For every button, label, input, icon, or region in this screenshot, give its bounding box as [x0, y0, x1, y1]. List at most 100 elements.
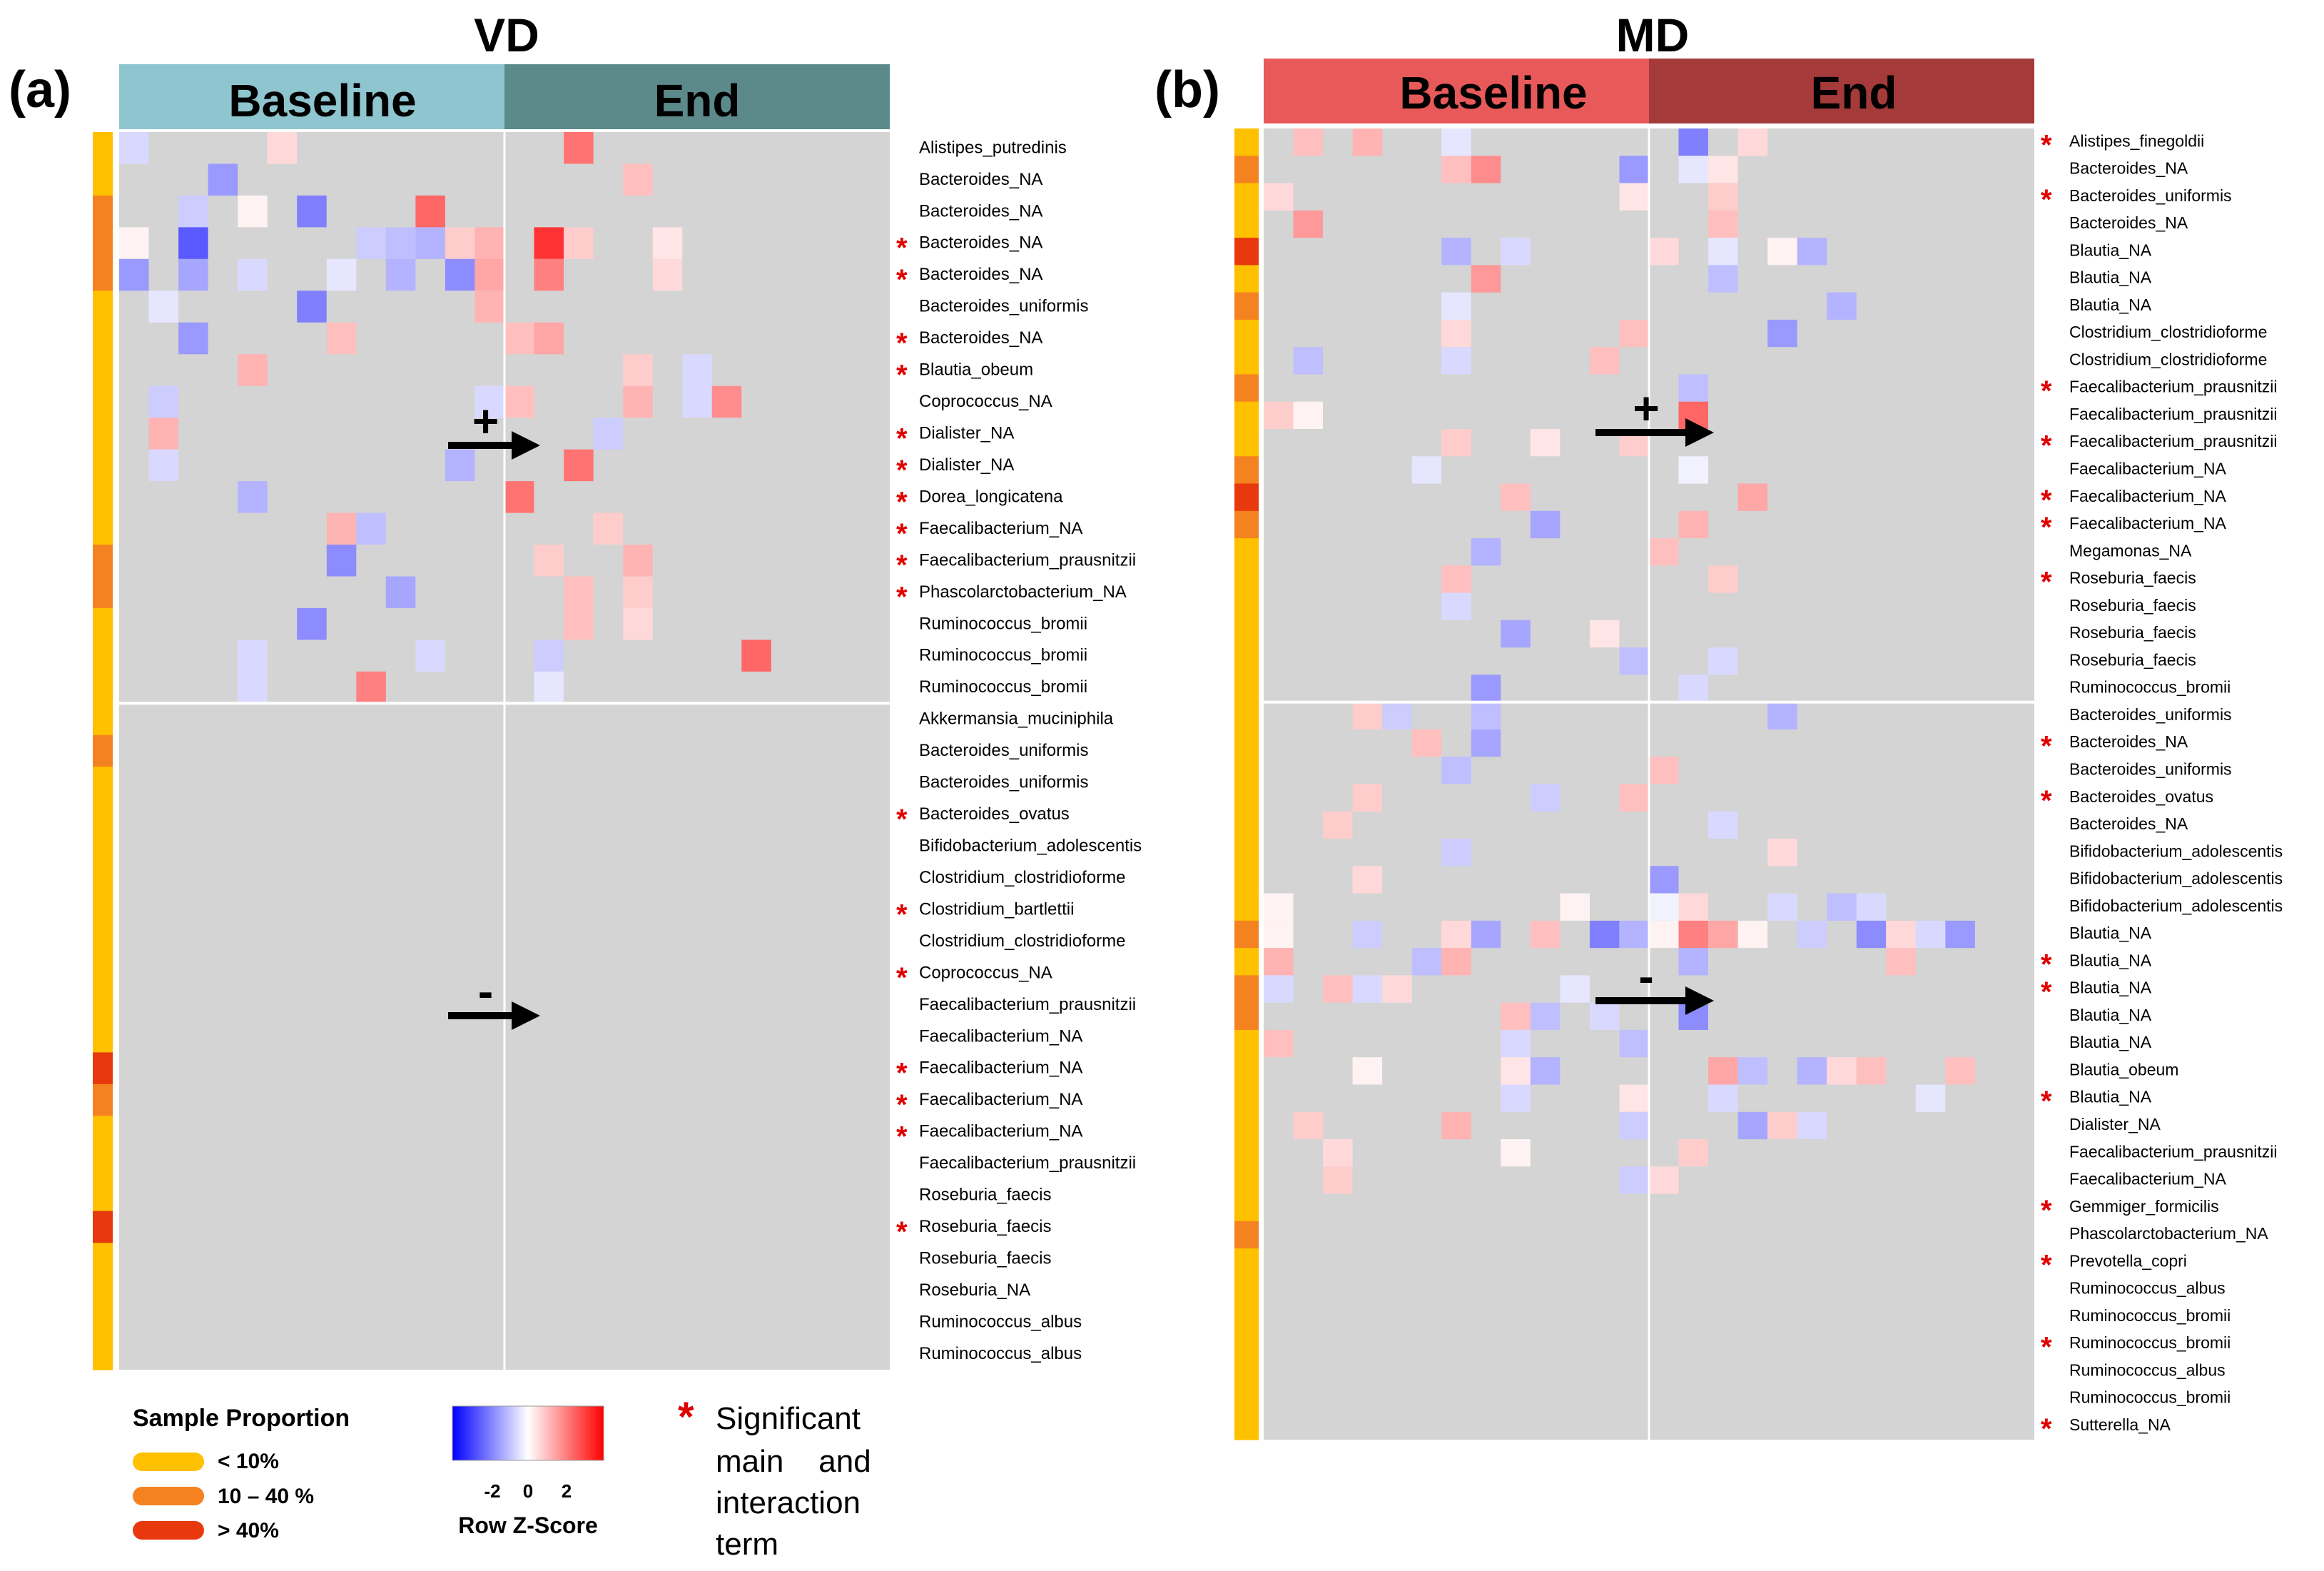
legend-significance-line-4: term — [716, 1527, 778, 1562]
heatmap-cell — [623, 354, 653, 386]
legend-proportion-label-mid: 10 – 40 % — [218, 1485, 314, 1508]
row-label: Ruminococcus_bromii — [919, 614, 1087, 633]
heatmap-cell — [1352, 784, 1383, 812]
proportion-bar-segment — [93, 1243, 113, 1276]
heatmap-cell — [1530, 920, 1561, 949]
panel-a-baseline-label: Baseline — [228, 75, 416, 126]
heatmap-cell — [119, 258, 149, 291]
heatmap-cell — [1441, 429, 1471, 457]
heatmap-cell — [1264, 1029, 1294, 1058]
proportion-bar-segment — [1234, 538, 1259, 566]
proportion-bar-segment — [93, 798, 113, 831]
heatmap-cell — [1619, 1084, 1649, 1112]
proportion-bar-segment — [1234, 374, 1259, 403]
row-label: Bacteroides_NA — [919, 265, 1042, 284]
row-label: Bacteroides_uniformis — [2069, 760, 2232, 779]
legend-proportion-swatch-high — [133, 1521, 204, 1540]
row-label: Blautia_NA — [2069, 1033, 2152, 1051]
row-label: Faecalibacterium_NA — [2069, 487, 2227, 505]
row-label: Prevotella_copri — [2069, 1251, 2187, 1270]
proportion-bar-segment — [1234, 948, 1259, 976]
heatmap-cell — [1708, 156, 1738, 183]
row-label: Bacteroides_NA — [919, 201, 1042, 221]
significance-star: * — [896, 486, 908, 517]
legend-significance-line-3: interaction — [716, 1485, 861, 1520]
proportion-bar-segment — [93, 1116, 113, 1148]
heatmap-cell — [208, 163, 238, 196]
heatmap-cell — [1678, 510, 1708, 539]
proportion-bar-segment — [93, 132, 113, 165]
heatmap-cell — [238, 640, 268, 672]
proportion-bar-segment — [1234, 1166, 1259, 1195]
heatmap-cell — [741, 640, 771, 672]
heatmap-cell — [1560, 893, 1590, 921]
row-label: Faecalibacterium_NA — [2069, 460, 2227, 478]
heatmap-cell — [1411, 456, 1442, 484]
proportion-bar-segment — [93, 703, 113, 736]
significance-star: * — [2041, 485, 2052, 516]
heatmap-cell — [178, 322, 208, 355]
heatmap-cell — [1441, 1111, 1471, 1140]
significance-star: * — [896, 518, 908, 550]
heatmap-cell — [1708, 565, 1738, 593]
heatmap-cell — [1501, 1057, 1531, 1085]
heatmap-cell — [1856, 1057, 1887, 1085]
heatmap-cell — [1708, 647, 1738, 675]
proportion-bar-segment — [1234, 319, 1259, 348]
heatmap-cell — [1649, 866, 1679, 894]
row-label: Ruminococcus_albus — [2069, 1279, 2226, 1298]
proportion-bar-segment — [1234, 647, 1259, 675]
proportion-bar-segment — [1234, 920, 1259, 949]
row-label: Roseburia_NA — [919, 1280, 1030, 1300]
heatmap-cell — [1678, 156, 1708, 183]
legend-zscore-gradient — [452, 1405, 604, 1461]
significance-star: * — [2041, 1413, 2052, 1445]
proportion-bar-segment — [1234, 1029, 1259, 1058]
heatmap-cell — [1530, 1002, 1561, 1030]
heatmap-cell — [1708, 265, 1738, 293]
heatmap-cell — [1797, 920, 1827, 949]
significance-star: * — [2041, 1195, 2052, 1226]
heatmap-cell — [1471, 156, 1501, 183]
proportion-bar-segment — [1234, 1358, 1259, 1386]
row-label: Faecalibacterium_NA — [919, 1090, 1082, 1109]
legend-zscore-tick-zero: 0 — [523, 1480, 533, 1502]
row-label: Roseburia_faecis — [919, 1217, 1051, 1236]
proportion-bar-segment — [93, 1211, 113, 1243]
heatmap-cell — [1441, 238, 1471, 266]
row-label: Faecalibacterium_NA — [919, 1122, 1082, 1141]
significance-star: * — [2041, 184, 2052, 216]
proportion-bar-segment — [1234, 1276, 1259, 1304]
heatmap-cell — [1767, 1111, 1797, 1140]
heatmap-cell — [504, 322, 534, 355]
proportion-bar-segment — [1234, 975, 1259, 1004]
proportion-bar-segment — [93, 385, 113, 418]
heatmap-cell — [1441, 319, 1471, 348]
row-label: Dialister_NA — [919, 455, 1014, 475]
heatmap-cell — [178, 258, 208, 291]
proportion-bar-segment — [1234, 1084, 1259, 1113]
heatmap-cell — [1264, 975, 1294, 1003]
row-label: Faecalibacterium_NA — [2069, 514, 2227, 532]
proportion-bar-segment — [93, 830, 113, 863]
heatmap-cell — [682, 385, 712, 418]
heatmap-cell — [415, 640, 445, 672]
heatmap-cell — [1501, 1029, 1531, 1058]
heatmap-cell — [178, 227, 208, 259]
heatmap-cell — [1708, 210, 1738, 238]
significance-star: * — [2041, 129, 2052, 161]
legend-proportion-label-high: > 40% — [218, 1519, 279, 1542]
row-label: Roseburia_faecis — [2069, 623, 2196, 642]
heatmap-cell — [1441, 128, 1471, 156]
panel-a-baseline-bar — [119, 64, 504, 129]
proportion-bar-segment — [1234, 811, 1259, 839]
proportion-bar-segment — [1234, 784, 1259, 812]
heatmap-cell — [1589, 620, 1620, 648]
heatmap-cell — [415, 227, 445, 259]
heatmap-cell — [1737, 1111, 1768, 1140]
heatmap-cell — [1915, 1084, 1946, 1112]
proportion-bar-segment — [1234, 1248, 1259, 1276]
heatmap-cell — [1589, 1002, 1620, 1030]
heatmap-cell — [1352, 975, 1383, 1003]
heatmap-cell — [1737, 920, 1768, 949]
